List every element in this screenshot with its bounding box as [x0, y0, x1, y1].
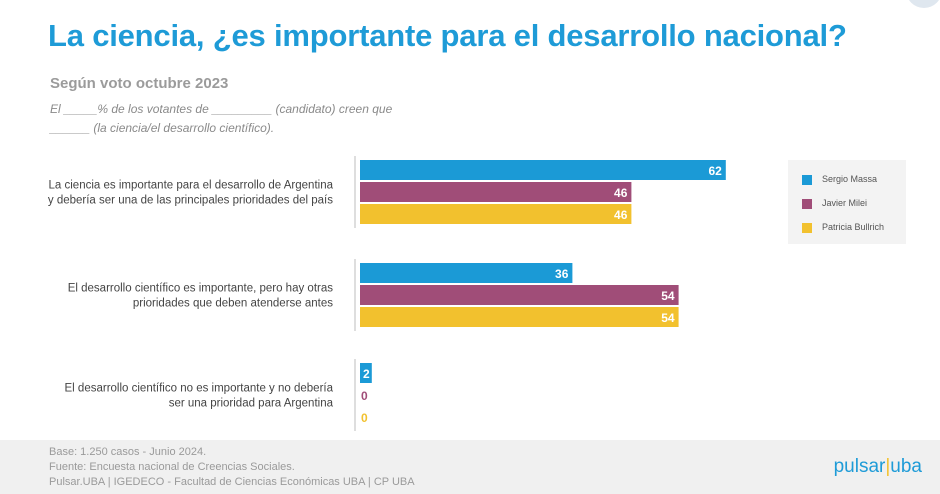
brand-right: uba [890, 456, 922, 477]
category-label: prioridades que deben atenderse antes [133, 298, 333, 310]
bar [360, 204, 632, 224]
footer: Base: 1.250 casos - Junio 2024. Fuente: … [0, 440, 940, 494]
footer-source: Fuente: Encuesta nacional de Creencias S… [49, 461, 295, 473]
footer-base: Base: 1.250 casos - Junio 2024. [49, 446, 207, 458]
legend-swatch [802, 223, 812, 233]
pulsar-uba-logo: pulsar|uba [834, 456, 922, 478]
data-label: 54 [661, 311, 675, 325]
bar [360, 182, 632, 202]
legend-label: Patricia Bullrich [822, 222, 885, 232]
note-line-2: ______ (la ciencia/el desarrollo científ… [50, 121, 275, 135]
legend-swatch [802, 199, 812, 209]
category-label: El desarrollo científico no es important… [65, 383, 334, 395]
data-label: 46 [614, 208, 628, 222]
bar [360, 263, 573, 283]
category-label: ser una prioridad para Argentina [169, 398, 334, 410]
legend-label: Javier Milei [822, 198, 868, 208]
bar [360, 285, 679, 305]
data-label: 62 [708, 164, 722, 178]
chart-subtitle: Según voto octubre 2023 [50, 75, 229, 92]
brand-left: pulsar [833, 456, 886, 477]
footer-credits: Pulsar.UBA | IGEDECO - Facultad de Cienc… [49, 476, 415, 488]
bar [360, 160, 726, 180]
legend-label: Sergio Massa [822, 174, 878, 184]
bar-chart: La ciencia es importante para el desarro… [48, 156, 726, 431]
data-label: 0 [361, 411, 368, 425]
bar [360, 307, 679, 327]
data-label: 46 [614, 186, 628, 200]
note-line-1: El _____% de los votantes de _________ (… [50, 102, 393, 116]
category-label: y debería ser una de las principales pri… [48, 195, 333, 207]
brand-separator: | [885, 456, 891, 477]
bar [360, 363, 372, 383]
corner-decoration [906, 0, 940, 8]
chart-legend: Sergio Massa Javier Milei Patricia Bullr… [788, 160, 906, 244]
data-label: 0 [361, 389, 368, 403]
data-label: 54 [661, 289, 675, 303]
category-label: El desarrollo científico es importante, … [68, 283, 334, 295]
legend-swatch [802, 175, 812, 185]
page-title: La ciencia, ¿es importante para el desar… [48, 18, 847, 53]
category-label: La ciencia es importante para el desarro… [49, 180, 334, 192]
data-label: 36 [555, 267, 569, 281]
data-label: 2 [363, 367, 370, 381]
